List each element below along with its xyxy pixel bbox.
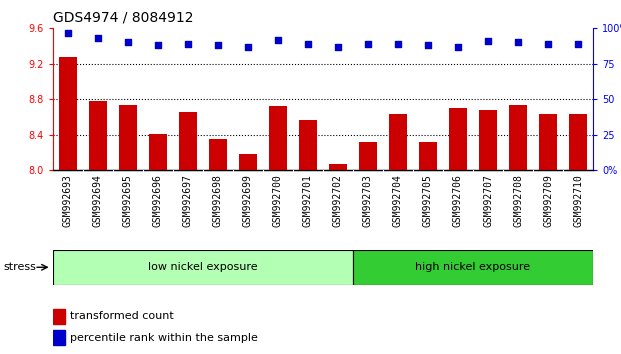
- Bar: [149, 133, 167, 170]
- Text: GSM992693: GSM992693: [63, 174, 73, 227]
- Text: GSM992702: GSM992702: [333, 174, 343, 227]
- Point: [273, 37, 283, 42]
- Point: [303, 41, 313, 47]
- Bar: [539, 114, 557, 170]
- Point: [543, 41, 553, 47]
- Text: GSM992703: GSM992703: [363, 174, 373, 227]
- Text: GSM992700: GSM992700: [273, 174, 283, 227]
- Text: GSM992701: GSM992701: [303, 174, 313, 227]
- Bar: [359, 142, 377, 170]
- Text: GSM992699: GSM992699: [243, 174, 253, 227]
- Text: GSM992704: GSM992704: [393, 174, 403, 227]
- Text: GSM992698: GSM992698: [213, 174, 223, 227]
- Bar: [479, 110, 497, 170]
- Point: [573, 41, 583, 47]
- Text: GSM992710: GSM992710: [573, 174, 583, 227]
- Bar: [179, 112, 197, 170]
- Point: [63, 30, 73, 35]
- Bar: [119, 105, 137, 170]
- Bar: [269, 106, 287, 170]
- Text: GSM992708: GSM992708: [513, 174, 523, 227]
- Bar: [509, 105, 527, 170]
- Bar: [389, 114, 407, 170]
- Bar: [299, 120, 317, 170]
- Text: transformed count: transformed count: [70, 311, 174, 321]
- Text: GSM992705: GSM992705: [423, 174, 433, 227]
- Point: [183, 41, 193, 47]
- Bar: [53, 309, 65, 324]
- Text: high nickel exposure: high nickel exposure: [415, 262, 530, 272]
- Bar: [239, 154, 257, 170]
- Point: [483, 38, 493, 44]
- Point: [363, 41, 373, 47]
- Bar: [329, 164, 347, 170]
- Point: [123, 40, 133, 45]
- Point: [243, 44, 253, 50]
- Bar: [59, 57, 77, 170]
- Bar: [419, 142, 437, 170]
- Bar: [209, 139, 227, 170]
- Text: GDS4974 / 8084912: GDS4974 / 8084912: [53, 11, 193, 25]
- Text: GSM992707: GSM992707: [483, 174, 493, 227]
- Point: [513, 40, 523, 45]
- Bar: [53, 250, 353, 285]
- Text: GSM992697: GSM992697: [183, 174, 193, 227]
- Point: [153, 42, 163, 48]
- Text: GSM992696: GSM992696: [153, 174, 163, 227]
- Point: [93, 35, 103, 41]
- Text: GSM992709: GSM992709: [543, 174, 553, 227]
- Point: [213, 42, 223, 48]
- Text: GSM992706: GSM992706: [453, 174, 463, 227]
- Bar: [449, 108, 467, 170]
- Text: low nickel exposure: low nickel exposure: [148, 262, 258, 272]
- Bar: [53, 330, 65, 345]
- Text: GSM992695: GSM992695: [123, 174, 133, 227]
- Text: percentile rank within the sample: percentile rank within the sample: [70, 332, 258, 343]
- Text: GSM992694: GSM992694: [93, 174, 103, 227]
- Point: [333, 44, 343, 50]
- Point: [453, 44, 463, 50]
- Text: stress: stress: [3, 262, 36, 272]
- Bar: [353, 250, 593, 285]
- Point: [393, 41, 403, 47]
- Bar: [569, 114, 587, 170]
- Point: [423, 42, 433, 48]
- Bar: [89, 101, 107, 170]
